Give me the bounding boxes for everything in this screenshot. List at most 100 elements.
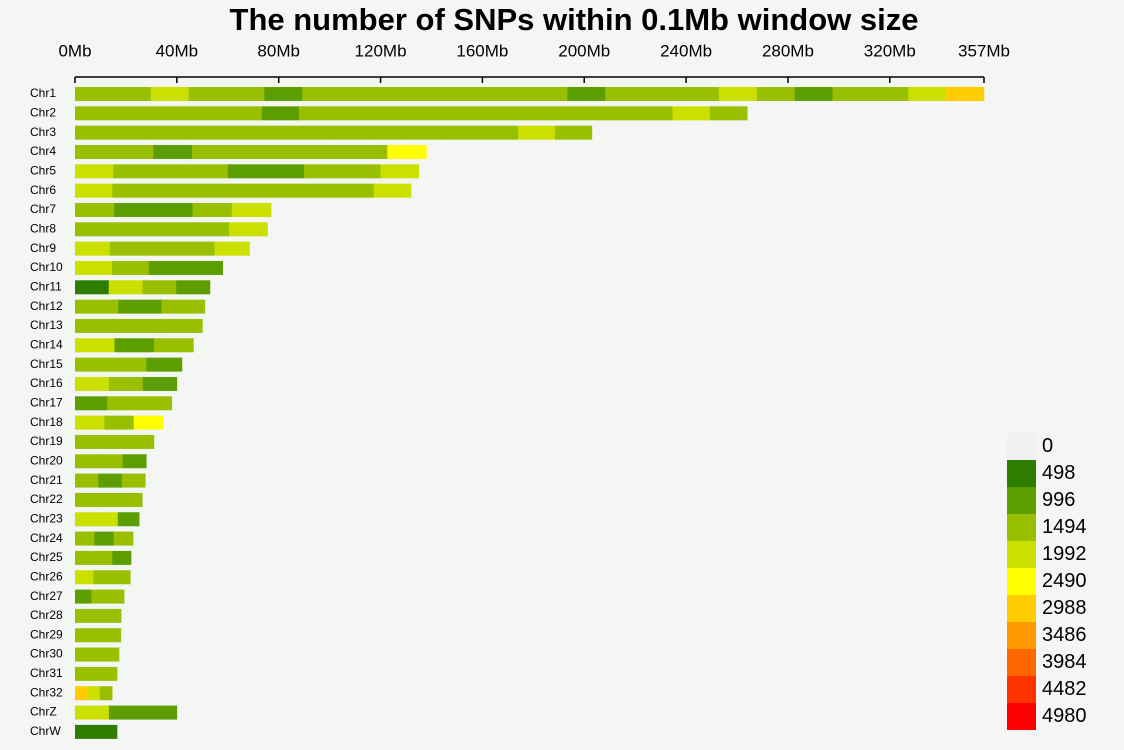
density-segment (93, 550, 113, 565)
chromosome-label: Chr16 (30, 376, 63, 390)
chromosome-label: Chr9 (30, 241, 56, 255)
density-segment (75, 608, 91, 623)
density-segment (270, 144, 310, 159)
density-segment (104, 415, 135, 430)
density-segment (265, 164, 305, 179)
density-segment (908, 87, 947, 101)
density-segment (192, 144, 232, 159)
density-segment (89, 724, 104, 739)
density-segment (643, 87, 682, 101)
density-segment (109, 241, 146, 256)
density-segment (146, 357, 183, 372)
density-segment (481, 125, 519, 140)
density-segment (189, 164, 229, 179)
density-segment (98, 454, 123, 469)
density-segment (75, 570, 94, 585)
density-segment (75, 705, 110, 720)
density-segment (142, 376, 178, 391)
chromosome-label: Chr15 (30, 357, 63, 371)
x-tick-label: 240Mb (660, 41, 712, 60)
density-segment (75, 666, 90, 681)
density-segment (108, 280, 143, 295)
density-segment (518, 125, 556, 140)
density-segment (635, 106, 673, 121)
density-segment (259, 125, 297, 140)
density-segment (108, 376, 144, 391)
density-segment (75, 686, 88, 701)
density-segment (114, 338, 155, 353)
density-segment (127, 434, 155, 449)
density-segment (133, 415, 164, 430)
density-segment (340, 87, 379, 101)
chromosome-label: Chr12 (30, 299, 63, 313)
density-segment (299, 183, 337, 198)
density-segment (121, 473, 146, 488)
density-segment (491, 87, 530, 101)
density-segment (119, 492, 143, 507)
density-segment (309, 144, 349, 159)
legend-label: 1992 (1042, 543, 1087, 565)
density-segment (342, 164, 381, 179)
density-segment (192, 202, 233, 217)
density-segment (299, 106, 337, 121)
density-segment (105, 608, 122, 623)
density-segment (75, 338, 115, 353)
density-segment (110, 357, 147, 372)
density-segment (151, 164, 190, 179)
density-segment (373, 183, 412, 198)
density-segment (411, 106, 449, 121)
density-segment (75, 280, 110, 295)
density-segment (75, 454, 100, 469)
density-segment (333, 125, 371, 140)
chromosome-label: Chr23 (30, 511, 63, 525)
density-segment (161, 299, 206, 314)
density-segment (112, 106, 150, 121)
density-segment (453, 87, 492, 101)
density-segment (113, 164, 152, 179)
density-segment (373, 106, 412, 121)
density-segment (224, 183, 263, 198)
density-segment (75, 531, 95, 546)
x-tick-label: 320Mb (864, 41, 916, 60)
x-tick-label: 200Mb (558, 41, 610, 60)
legend-swatch (1007, 568, 1036, 595)
density-segment (554, 125, 593, 140)
legend-label: 0 (1042, 435, 1053, 457)
legend-label: 996 (1042, 489, 1075, 511)
density-segment (222, 125, 260, 140)
chromosome-label: Chr18 (30, 415, 63, 429)
density-segment (185, 125, 223, 140)
density-segment (118, 299, 162, 314)
density-segment (75, 512, 97, 527)
density-segment (75, 434, 102, 449)
density-segment (231, 144, 271, 159)
density-segment (101, 434, 128, 449)
density-segment (75, 222, 114, 237)
density-segment (75, 202, 115, 217)
legend-label: 1494 (1042, 516, 1087, 538)
density-segment (794, 87, 833, 101)
density-segment (144, 241, 180, 256)
density-segment (485, 106, 524, 121)
density-segment (75, 724, 90, 739)
density-segment (113, 531, 134, 546)
density-segment (148, 260, 187, 275)
chromosome-label: Chr28 (30, 608, 63, 622)
density-segment (378, 87, 417, 101)
density-segment (151, 222, 191, 237)
legend-label: 4482 (1042, 678, 1087, 700)
chromosome-label: Chr26 (30, 569, 63, 583)
legend-label: 4980 (1042, 705, 1087, 727)
density-segment (148, 125, 187, 140)
density-segment (75, 550, 94, 565)
density-segment (114, 144, 154, 159)
density-segment (75, 164, 114, 179)
chromosome-label: Chr5 (30, 163, 56, 177)
density-segment (108, 705, 144, 720)
density-segment (304, 164, 343, 179)
density-segment (75, 241, 111, 256)
density-segment (370, 125, 408, 140)
density-segment (227, 164, 267, 179)
x-tick-label: 80Mb (257, 41, 300, 60)
